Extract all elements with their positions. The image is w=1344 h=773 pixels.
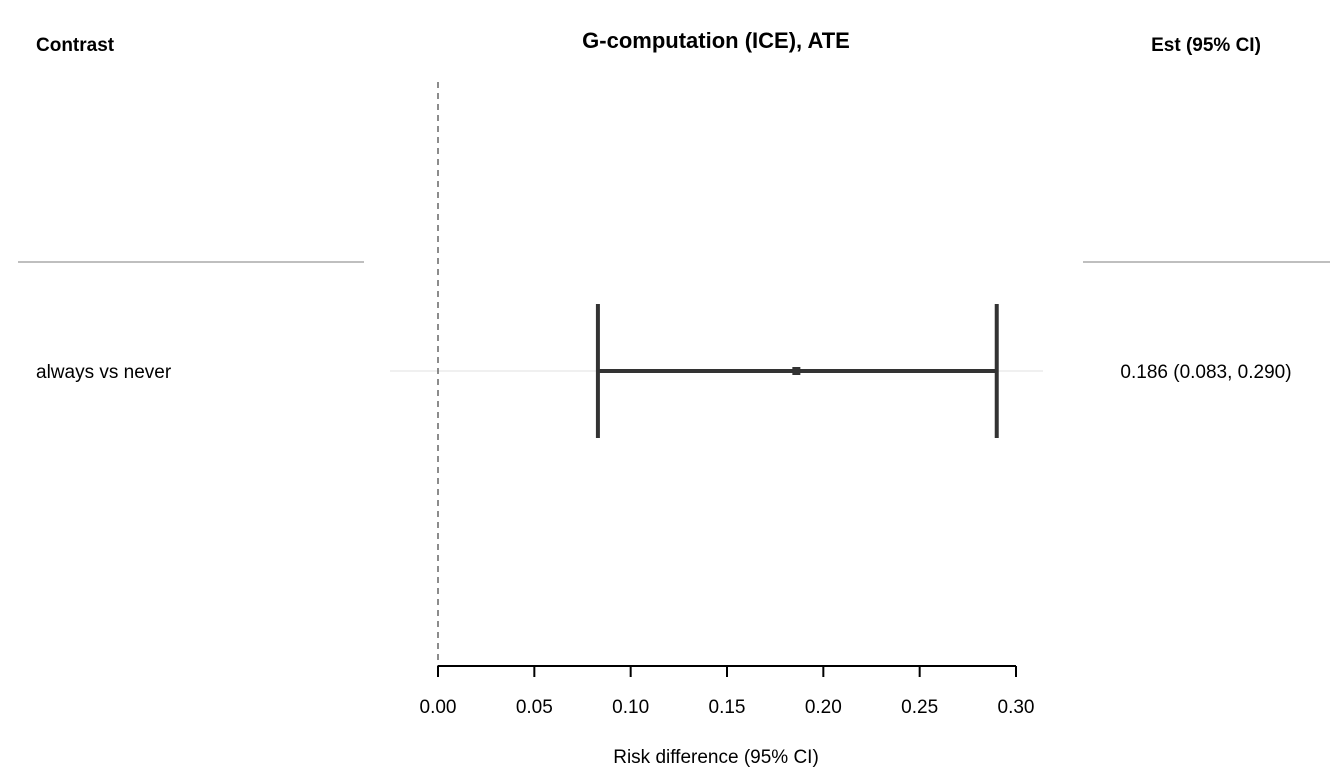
x-tick-label: 0.10 — [612, 697, 649, 718]
x-axis-label: Risk difference (95% CI) — [613, 747, 819, 768]
left-header: Contrast — [36, 35, 115, 56]
x-tick-label: 0.30 — [998, 697, 1035, 718]
x-tick-label: 0.25 — [901, 697, 938, 718]
x-tick-label: 0.15 — [709, 697, 746, 718]
row-estimate-text: 0.186 (0.083, 0.290) — [1120, 362, 1291, 383]
chart-title: G-computation (ICE), ATE — [582, 28, 850, 53]
x-tick-label: 0.00 — [420, 697, 457, 718]
right-header: Est (95% CI) — [1151, 35, 1261, 56]
row-label: always vs never — [36, 362, 172, 383]
x-axis: 0.00 0.05 0.10 0.15 0.20 0.25 0.30 — [420, 665, 1035, 718]
x-tick-label: 0.05 — [516, 697, 553, 718]
point-estimate — [792, 367, 801, 375]
x-tick-label: 0.20 — [805, 697, 842, 718]
forest-row: always vs never 0.186 (0.083, 0.290) — [36, 304, 1292, 438]
